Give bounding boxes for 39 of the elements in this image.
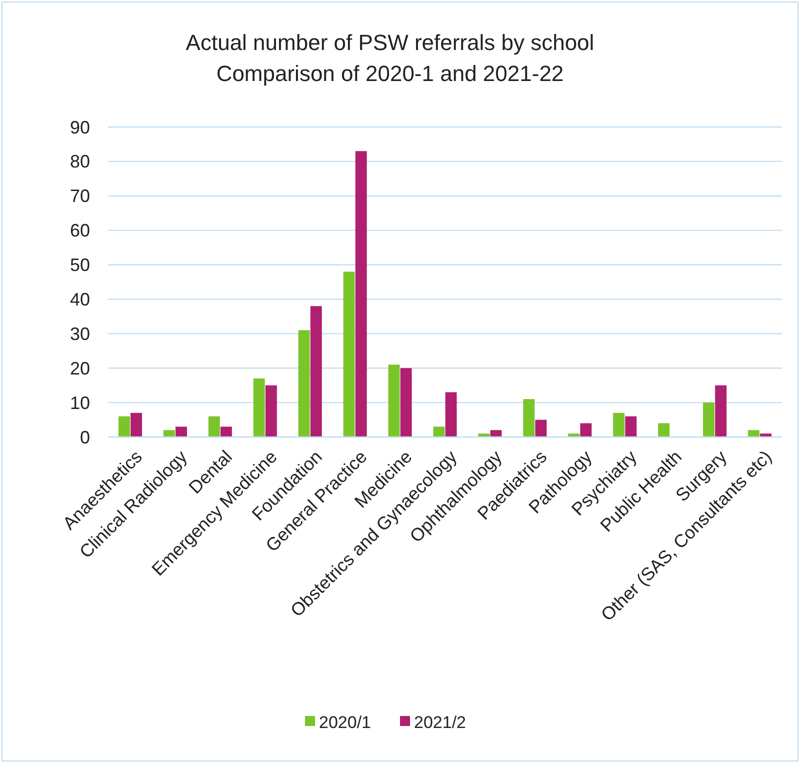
bar [748,430,760,437]
bar [625,416,637,437]
y-tick-label: 70 [70,186,90,206]
bar [400,368,412,437]
y-tick-label: 30 [70,324,90,344]
y-tick-label: 50 [70,255,90,276]
y-tick-label: 40 [70,290,90,310]
chart-title: Actual number of PSW referrals by school Comparison of 2020-1 and 2021-22 [186,30,594,86]
bar [118,416,130,437]
bar [613,412,625,437]
bar [658,423,670,437]
bar [208,416,220,437]
y-tick-label: 80 [70,152,90,172]
bar [580,423,592,437]
bar [433,426,445,437]
y-tick-label: 20 [70,358,90,378]
bar [298,330,310,437]
bar [253,378,265,437]
bar [343,272,355,437]
bar [163,430,175,437]
legend-label: 2020/1 [319,712,371,732]
bar [355,151,367,437]
bar [490,430,502,437]
bar [388,364,400,437]
bar [220,426,232,437]
bar [130,412,142,437]
bar [310,306,322,437]
bar [445,392,457,437]
bar [176,426,187,437]
bar [265,385,277,437]
legend-label: 2021/2 [414,712,466,732]
y-tick-label: 0 [80,427,90,448]
y-tick-label: 60 [70,220,90,241]
bar [523,399,535,437]
y-tick-label: 90 [70,117,90,138]
bar [535,420,547,437]
bar [715,385,727,437]
y-tick-label: 10 [70,392,90,413]
bar [703,402,714,437]
